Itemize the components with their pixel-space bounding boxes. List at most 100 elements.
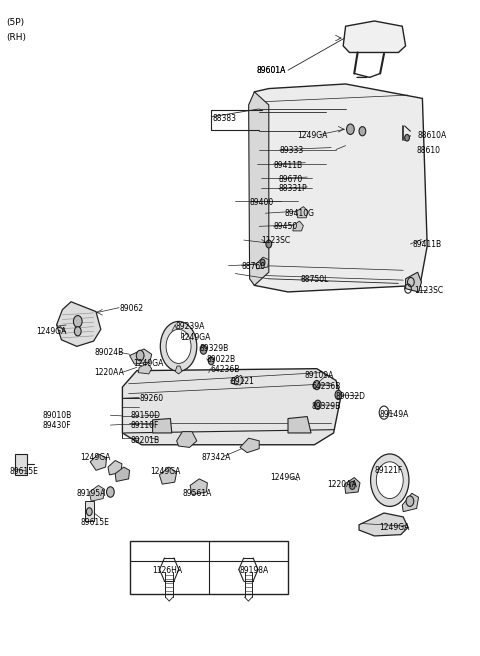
Text: 89109A: 89109A	[305, 371, 334, 380]
Text: 1126HA: 1126HA	[152, 565, 182, 575]
Text: 89110F: 89110F	[131, 421, 159, 430]
Text: 1249GA: 1249GA	[133, 359, 164, 368]
Text: 1220AA: 1220AA	[327, 480, 357, 489]
Polygon shape	[256, 257, 269, 269]
Circle shape	[74, 327, 81, 336]
Text: 89400: 89400	[250, 197, 274, 207]
Text: 89411B: 89411B	[413, 239, 442, 249]
Text: 89195A: 89195A	[77, 489, 106, 499]
Polygon shape	[297, 207, 308, 218]
Circle shape	[349, 482, 355, 489]
Text: 64236B: 64236B	[311, 382, 340, 391]
Text: 89430F: 89430F	[42, 421, 71, 430]
Polygon shape	[175, 366, 182, 374]
Text: 89149A: 89149A	[379, 410, 408, 419]
Text: 89333: 89333	[280, 146, 304, 155]
Circle shape	[200, 345, 207, 354]
Circle shape	[347, 124, 354, 134]
Text: 88750L: 88750L	[301, 275, 329, 284]
Text: 89601A: 89601A	[256, 66, 286, 75]
Polygon shape	[159, 467, 177, 484]
Text: 89121: 89121	[230, 377, 254, 386]
Text: 88331P: 88331P	[278, 184, 307, 194]
Text: 89198A: 89198A	[240, 565, 269, 575]
Polygon shape	[190, 479, 207, 495]
Polygon shape	[89, 485, 105, 501]
Text: 88610: 88610	[417, 146, 441, 155]
Text: 64236B: 64236B	[210, 365, 240, 374]
Text: 1249GA: 1249GA	[270, 473, 300, 482]
Circle shape	[406, 496, 414, 506]
Text: 88760: 88760	[241, 262, 265, 271]
Polygon shape	[231, 375, 240, 385]
Bar	[130, 541, 288, 594]
Polygon shape	[130, 349, 152, 364]
Circle shape	[376, 462, 403, 499]
Text: (RH): (RH)	[6, 33, 26, 42]
Text: 1249GA: 1249GA	[298, 131, 328, 140]
Text: 89615E: 89615E	[10, 467, 38, 476]
Polygon shape	[254, 84, 427, 292]
Bar	[85, 501, 94, 521]
Polygon shape	[177, 432, 197, 447]
Text: 89411B: 89411B	[274, 161, 303, 170]
Text: 89024B: 89024B	[94, 348, 123, 358]
Polygon shape	[406, 272, 421, 292]
Text: 1123SC: 1123SC	[414, 286, 443, 295]
Text: 89121F: 89121F	[374, 466, 403, 475]
Circle shape	[335, 390, 342, 400]
Text: (5P): (5P)	[6, 18, 24, 28]
Polygon shape	[402, 493, 419, 512]
Text: 1249GA: 1249GA	[150, 466, 180, 476]
Circle shape	[86, 508, 92, 516]
Text: 89201B: 89201B	[131, 436, 160, 445]
Text: 89329B: 89329B	[200, 344, 229, 353]
Bar	[15, 454, 27, 475]
Circle shape	[313, 380, 320, 390]
Circle shape	[160, 321, 197, 371]
Polygon shape	[122, 369, 341, 445]
Text: 89561A: 89561A	[182, 489, 212, 499]
Text: 89150D: 89150D	[131, 411, 160, 420]
Text: 89615E: 89615E	[80, 518, 109, 527]
Text: 88610A: 88610A	[418, 131, 447, 140]
Circle shape	[73, 316, 82, 327]
Polygon shape	[57, 302, 101, 346]
Circle shape	[359, 127, 366, 136]
Circle shape	[136, 350, 144, 361]
Circle shape	[371, 454, 409, 506]
Text: 89032D: 89032D	[336, 392, 366, 401]
Circle shape	[107, 487, 114, 497]
Text: 1249GA: 1249GA	[379, 523, 409, 532]
Polygon shape	[108, 461, 122, 475]
Text: 1123SC: 1123SC	[262, 236, 291, 245]
Text: 89260: 89260	[139, 394, 163, 403]
Text: 1249GA: 1249GA	[80, 453, 110, 462]
Polygon shape	[153, 419, 172, 433]
Polygon shape	[240, 438, 259, 453]
Text: 88383: 88383	[212, 113, 236, 123]
Text: 89329B: 89329B	[311, 401, 340, 411]
Text: 89062: 89062	[119, 304, 143, 314]
Circle shape	[314, 400, 321, 409]
Circle shape	[208, 357, 214, 365]
Polygon shape	[138, 363, 152, 374]
Polygon shape	[288, 417, 311, 433]
Text: 89450: 89450	[274, 222, 298, 232]
Text: 1249GA: 1249GA	[180, 333, 211, 342]
Circle shape	[166, 329, 191, 363]
Text: 87342A: 87342A	[202, 453, 231, 462]
Polygon shape	[90, 454, 107, 470]
Text: 89670: 89670	[278, 174, 303, 184]
Polygon shape	[234, 375, 244, 385]
Polygon shape	[115, 467, 130, 482]
Polygon shape	[345, 478, 360, 493]
Circle shape	[405, 134, 409, 141]
Circle shape	[266, 240, 272, 248]
Text: 1249GA: 1249GA	[36, 327, 66, 337]
Text: 89239A: 89239A	[175, 321, 204, 331]
Text: 89010B: 89010B	[42, 411, 72, 420]
Text: 89022B: 89022B	[206, 355, 236, 364]
Polygon shape	[343, 21, 406, 52]
Polygon shape	[359, 513, 408, 536]
